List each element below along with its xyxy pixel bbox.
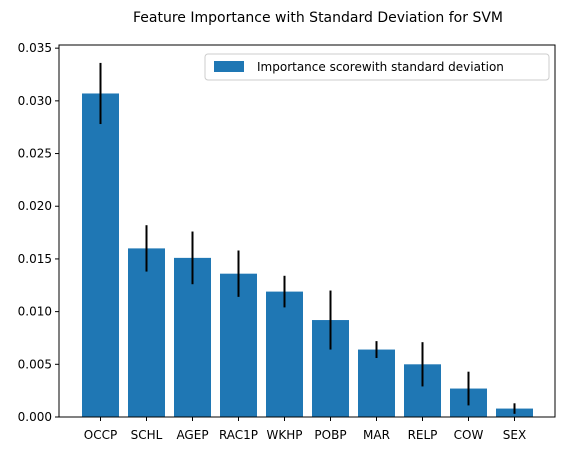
x-tick-label: POBP [314, 428, 346, 442]
error-bars-layer [99, 62, 516, 414]
x-tick-label: SCHL [131, 428, 163, 442]
y-tick-label: 0.030 [18, 94, 52, 108]
legend-label: Importance scorewith standard deviation [257, 60, 504, 74]
legend-box [204, 53, 550, 81]
bar-occp [82, 93, 119, 417]
y-tick-label: 0.020 [18, 199, 52, 213]
y-tick-label: 0.025 [18, 147, 52, 161]
x-tick-label: RELP [408, 428, 438, 442]
x-tick-label: MAR [363, 428, 390, 442]
plot-frame [58, 44, 556, 418]
y-tick-label: 0.035 [18, 41, 52, 55]
x-tick-label: AGEP [176, 428, 208, 442]
x-tick-label: SEX [503, 428, 526, 442]
chart-title: Feature Importance with Standard Deviati… [133, 10, 503, 26]
y-tick-label: 0.015 [18, 252, 52, 266]
legend-swatch [214, 61, 244, 72]
bars-layer [82, 93, 533, 417]
bar-agep [174, 257, 211, 417]
bar-rac1p [220, 273, 257, 417]
bar-mar [358, 349, 395, 417]
bar-schl [128, 248, 165, 417]
y-tick-label: 0.000 [18, 410, 52, 424]
x-tick-label: RAC1P [219, 428, 258, 442]
x-tick-label: OCCP [84, 428, 117, 442]
y-tick-label: 0.010 [18, 305, 52, 319]
legend: Importance scorewith standard deviation [204, 53, 550, 81]
axes-layer: OCCP SCHL AGEP RAC1P WKHP POBP MAR RELP COW SEX 0.… [18, 41, 556, 442]
bar-wkhp [266, 291, 303, 417]
y-tick-label: 0.005 [18, 357, 52, 371]
x-tick-label: COW [454, 428, 484, 442]
x-tick-label: WKHP [267, 428, 303, 442]
